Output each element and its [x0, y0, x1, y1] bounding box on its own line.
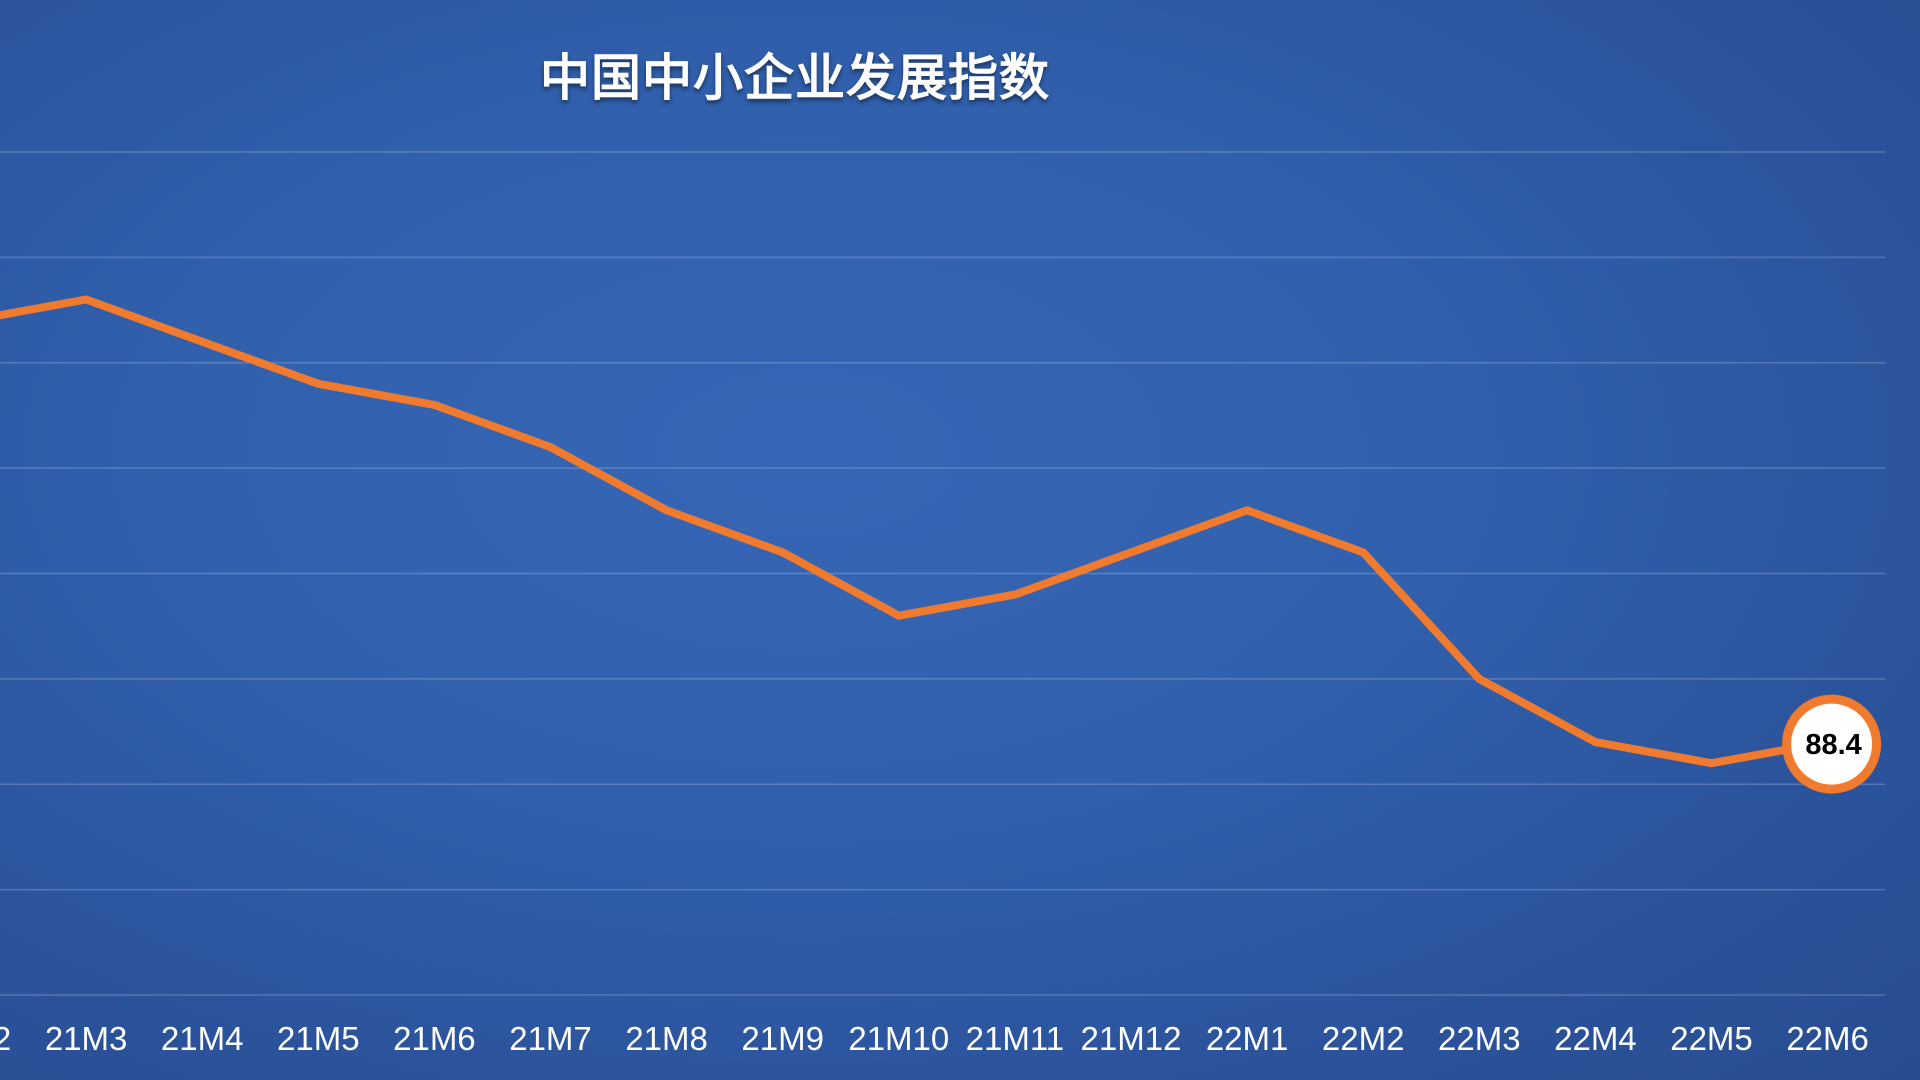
x-tick-label: 21M10	[848, 1020, 949, 1057]
chart-title: 中国中小企业发展指数	[540, 49, 1050, 107]
data-point-22M3	[1475, 674, 1484, 683]
x-tick-label: 21M9	[741, 1020, 824, 1057]
x-tick-label: 21M3	[45, 1020, 128, 1057]
data-point-22M1	[1243, 506, 1252, 515]
data-point-21M7	[546, 443, 555, 452]
x-tick-label: 21M2	[0, 1020, 11, 1057]
data-point-21M5	[314, 379, 323, 388]
x-tick-label: 21M7	[509, 1020, 592, 1057]
data-point-21M11	[1010, 590, 1019, 599]
data-point-21M12	[1127, 548, 1135, 557]
x-tick-label: 21M6	[393, 1020, 476, 1057]
x-tick-label: 21M4	[161, 1020, 244, 1057]
series-line	[0, 295, 1832, 768]
data-point-21M8	[662, 506, 671, 515]
last-point-marker	[1782, 694, 1882, 794]
x-tick-label: 22M5	[1670, 1020, 1753, 1057]
data-point-21M3	[82, 295, 91, 304]
x-tick-label: 22M4	[1554, 1020, 1637, 1057]
data-label-last: 88.4	[1805, 729, 1861, 761]
x-tick-label: 22M2	[1322, 1020, 1405, 1057]
x-tick-label: 21M12	[1081, 1020, 1182, 1057]
series-line-group	[0, 295, 1832, 768]
data-point-21M9	[778, 548, 787, 557]
x-tick-label: 21M8	[625, 1020, 708, 1057]
x-tick-label: 21M11	[966, 1020, 1064, 1057]
data-point-22M4	[1591, 738, 1600, 747]
data-label-group: 88.4	[1782, 694, 1882, 794]
gridlines	[0, 151, 1885, 996]
data-point-21M6	[430, 400, 439, 409]
x-tick-label: 22M3	[1438, 1020, 1521, 1057]
x-tick-label: 22M6	[1786, 1020, 1869, 1057]
x-tick-label: 22M1	[1206, 1020, 1289, 1057]
data-point-22M5	[1707, 759, 1716, 768]
data-point-21M4	[198, 337, 207, 346]
data-point-22M2	[1359, 548, 1368, 557]
data-point-21M10	[894, 611, 903, 620]
x-axis-ticks: 21M2 21M3 21M4 21M5 21M6 21M7 21M8 21M9 21M10 21M…	[0, 1020, 1869, 1057]
x-tick-label: 21M5	[277, 1020, 360, 1057]
